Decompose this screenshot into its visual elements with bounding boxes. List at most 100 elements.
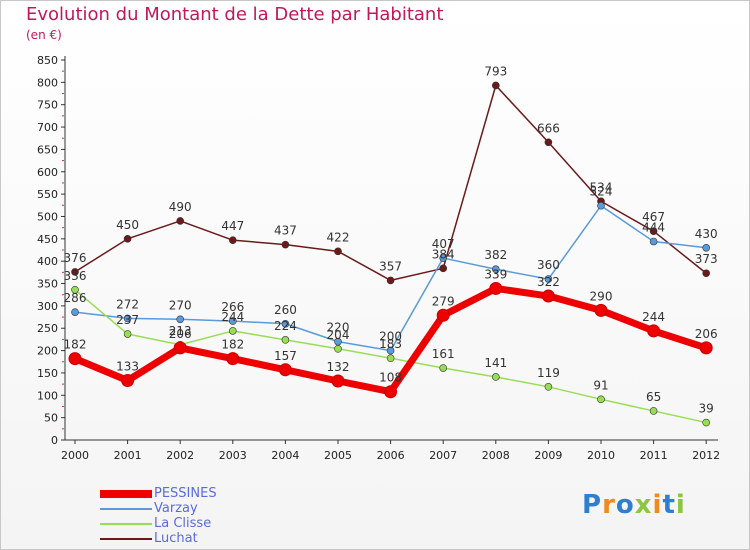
- legend-label-luchat: Luchat: [154, 531, 198, 546]
- data-label-luchat: 793: [484, 64, 507, 78]
- data-label-luchat: 376: [64, 251, 87, 265]
- data-label-varzay: 430: [695, 227, 718, 241]
- data-label-luchat: 490: [169, 200, 192, 214]
- data-point-pessines: [541, 289, 555, 303]
- data-point-la-clisse: [649, 407, 658, 415]
- x-tick-label: 2012: [692, 449, 720, 462]
- data-point-luchat: [123, 235, 132, 243]
- data-point-varzay: [491, 265, 500, 274]
- data-point-la-clisse: [544, 382, 553, 391]
- legend-swatch-pessines: [100, 490, 152, 498]
- data-label-la-clisse: 39: [699, 402, 714, 416]
- data-label-luchat: 384: [432, 247, 455, 261]
- data-label-pessines: 182: [221, 338, 244, 352]
- y-tick-label: 800: [37, 76, 58, 89]
- data-label-la-clisse: 244: [221, 310, 244, 324]
- data-point-luchat: [544, 138, 553, 147]
- y-tick-label: 350: [37, 278, 58, 291]
- data-label-luchat: 447: [221, 219, 244, 233]
- data-label-luchat: 437: [274, 224, 297, 238]
- data-point-pessines: [173, 341, 187, 355]
- data-label-la-clisse: 141: [484, 356, 507, 370]
- data-label-pessines: 244: [642, 310, 665, 324]
- data-label-varzay: 524: [590, 185, 613, 199]
- data-point-la-clisse: [597, 395, 605, 404]
- x-tick-label: 2002: [166, 449, 194, 462]
- data-label-la-clisse: 204: [327, 328, 350, 342]
- data-label-luchat: 357: [379, 259, 402, 273]
- x-tick-label: 2004: [271, 449, 299, 462]
- logo-letter: x: [634, 490, 653, 520]
- data-point-pessines: [278, 363, 292, 377]
- x-tick-label: 2011: [640, 449, 668, 462]
- data-label-la-clisse: 65: [646, 390, 661, 404]
- data-label-pessines: 182: [64, 338, 87, 352]
- data-label-la-clisse: 91: [593, 378, 608, 392]
- data-point-luchat: [439, 264, 448, 273]
- data-label-la-clisse: 336: [64, 269, 87, 283]
- data-label-pessines: 279: [432, 294, 455, 308]
- legend-swatch-varzay: [100, 508, 152, 510]
- y-tick-label: 600: [37, 166, 58, 179]
- data-label-la-clisse: 161: [432, 347, 455, 361]
- data-label-varzay: 266: [221, 300, 244, 314]
- logo-letter: i: [652, 490, 663, 520]
- y-tick-label: 700: [37, 121, 58, 134]
- data-point-la-clisse: [281, 336, 290, 344]
- legend-label-pessines: PESSINES: [154, 486, 217, 501]
- logo-letter: i: [675, 490, 686, 520]
- data-label-varzay: 270: [169, 298, 192, 312]
- data-label-pessines: 157: [274, 349, 297, 363]
- y-tick-label: 100: [37, 389, 58, 402]
- data-point-pessines: [489, 281, 503, 295]
- data-label-la-clisse: 224: [274, 319, 297, 333]
- data-point-varzay: [229, 317, 237, 325]
- proxiti-logo: Proxiti: [582, 490, 686, 520]
- y-tick-label: 300: [37, 300, 58, 313]
- data-point-la-clisse: [386, 354, 395, 362]
- x-tick-label: 2007: [429, 449, 457, 462]
- data-point-varzay: [597, 201, 605, 210]
- data-point-luchat: [71, 268, 79, 276]
- data-label-varzay: 407: [432, 237, 455, 251]
- y-tick-label: 450: [37, 233, 58, 246]
- data-label-la-clisse: 183: [379, 337, 402, 351]
- legend-swatch-luchat: [100, 538, 152, 540]
- data-label-luchat: 666: [537, 121, 560, 135]
- x-tick-label: 2001: [114, 449, 142, 462]
- data-point-pessines: [699, 341, 713, 355]
- data-label-pessines: 132: [327, 360, 350, 374]
- data-point-pessines: [331, 374, 345, 388]
- data-point-luchat: [702, 269, 711, 278]
- y-tick-label: 750: [37, 99, 58, 112]
- data-label-pessines: 133: [116, 360, 139, 374]
- data-point-luchat: [649, 227, 658, 236]
- data-point-luchat: [281, 240, 290, 249]
- data-point-pessines: [121, 374, 135, 388]
- legend-label-la-clisse: La Clisse: [154, 516, 212, 531]
- data-point-pessines: [594, 303, 608, 317]
- logo-letter: o: [615, 490, 635, 520]
- data-point-la-clisse: [334, 344, 342, 353]
- x-tick-label: 2010: [587, 449, 615, 462]
- data-point-varzay: [702, 243, 711, 252]
- data-point-la-clisse: [123, 330, 132, 338]
- y-tick-label: 50: [44, 412, 58, 425]
- y-tick-label: 500: [37, 210, 58, 223]
- legend-label-varzay: Varzay: [154, 501, 198, 516]
- data-point-varzay: [439, 254, 448, 262]
- data-point-pessines: [226, 352, 240, 366]
- data-point-la-clisse: [702, 418, 711, 427]
- data-label-pessines: 108: [379, 371, 402, 385]
- y-tick-label: 650: [37, 143, 58, 156]
- data-point-pessines: [68, 352, 82, 366]
- data-label-pessines: 206: [695, 327, 718, 341]
- data-point-la-clisse: [491, 373, 500, 381]
- x-tick-label: 2009: [534, 449, 562, 462]
- logo-letter: r: [602, 490, 616, 520]
- x-tick-label: 2000: [61, 449, 89, 462]
- data-label-varzay: 220: [327, 321, 350, 335]
- data-label-pessines: 322: [537, 275, 560, 289]
- data-point-la-clisse: [439, 364, 448, 372]
